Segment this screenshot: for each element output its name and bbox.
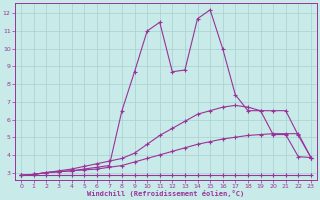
X-axis label: Windchill (Refroidissement éolien,°C): Windchill (Refroidissement éolien,°C) [87, 190, 245, 197]
